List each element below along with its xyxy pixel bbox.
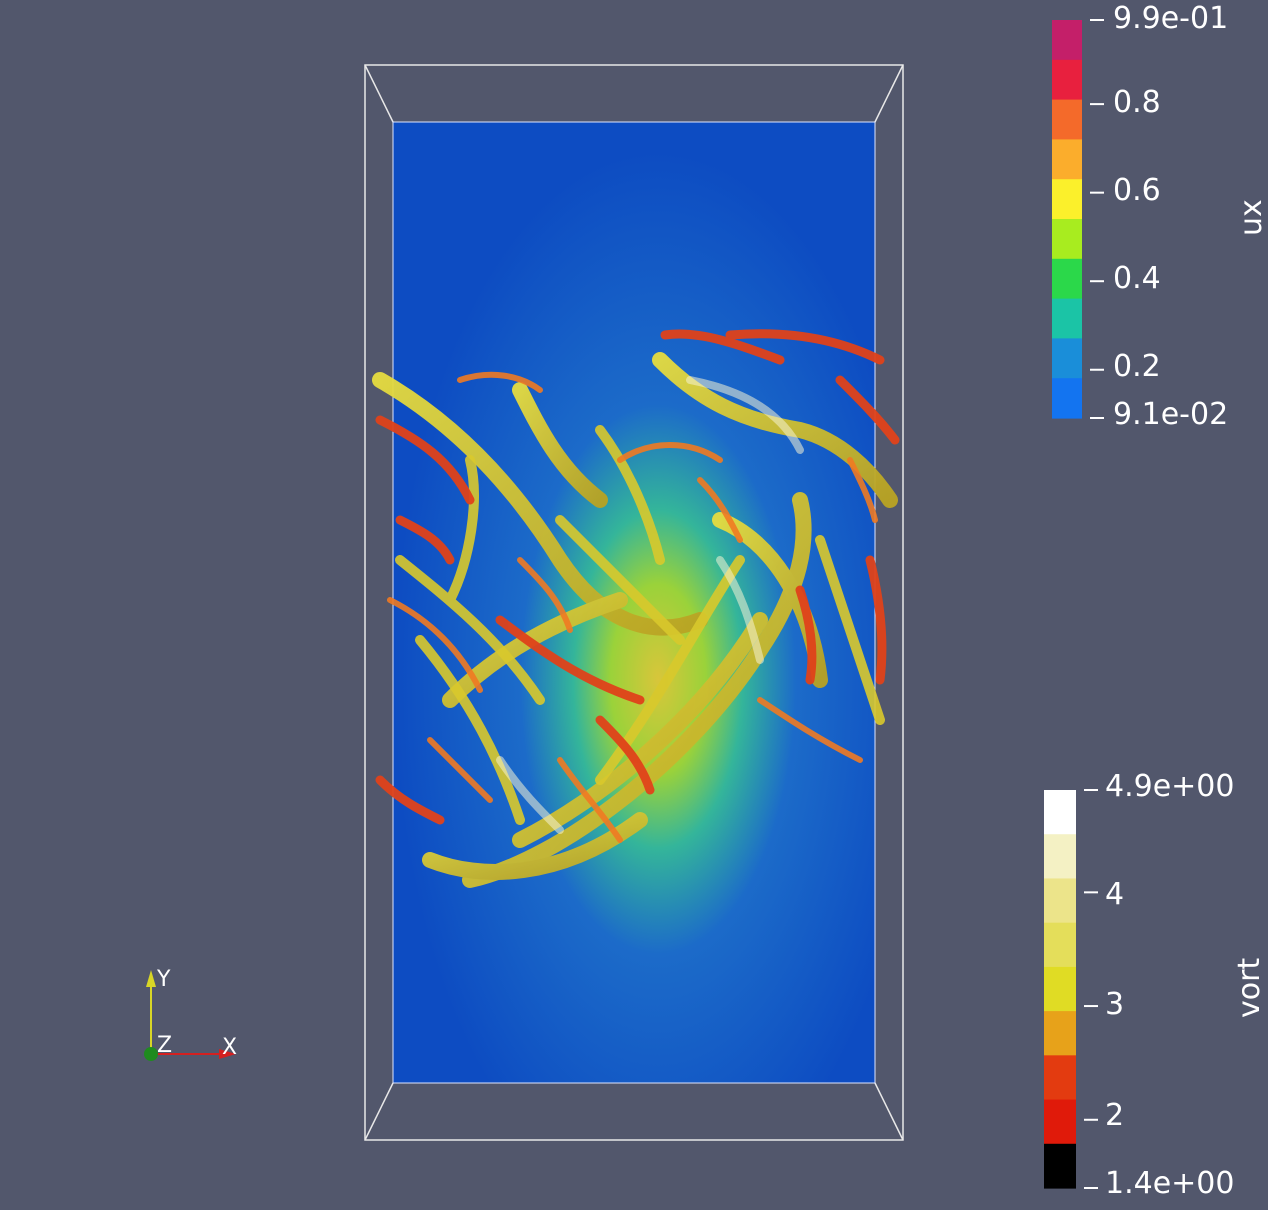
color-bar-segment xyxy=(1044,1099,1076,1145)
vort-label-2: 2 xyxy=(1105,1098,1125,1133)
z-axis-label: Z xyxy=(157,1033,173,1058)
color-bar-segment xyxy=(1052,258,1082,300)
color-bar-segment xyxy=(1052,338,1082,379)
orientation-axes xyxy=(144,970,236,1061)
color-bar-segment xyxy=(1052,139,1082,180)
ux-label-min: 9.1e-02 xyxy=(1113,397,1229,432)
color-bar-segment xyxy=(1052,99,1082,140)
vort-color-bar xyxy=(1044,790,1076,1189)
color-bar-segment xyxy=(1052,20,1082,61)
color-bar-segment xyxy=(1044,878,1076,924)
z-axis-dot-icon xyxy=(144,1047,158,1061)
ux-label-0-2: 0.2 xyxy=(1113,349,1161,384)
x-axis-label: X xyxy=(222,1035,238,1060)
ux-bar-ticks xyxy=(1090,19,1104,419)
vort-label-min: 1.4e+00 xyxy=(1105,1166,1235,1201)
color-bar-segment xyxy=(1044,922,1076,968)
vort-label-3: 3 xyxy=(1105,987,1125,1022)
bounding-box xyxy=(364,64,904,1141)
vort-bar-title: vort xyxy=(1232,957,1267,1018)
ux-label-max: 9.9e-01 xyxy=(1113,1,1229,36)
ux-label-0-4: 0.4 xyxy=(1113,261,1161,296)
color-bar-segment xyxy=(1044,1011,1076,1056)
vort-label-max: 4.9e+00 xyxy=(1105,769,1235,804)
color-bar-segment xyxy=(1052,378,1082,419)
color-bar-segment xyxy=(1052,219,1082,260)
color-bar-segment xyxy=(1044,966,1076,1012)
y-axis-label: Y xyxy=(157,967,171,992)
ux-color-bar xyxy=(1052,20,1082,419)
vortex-isosurfaces xyxy=(372,329,900,888)
ux-bar-title: ux xyxy=(1234,199,1268,236)
ux-label-0-6: 0.6 xyxy=(1113,173,1161,208)
vort-label-4: 4 xyxy=(1105,877,1125,912)
y-axis-arrow-icon xyxy=(146,970,156,987)
color-bar-segment xyxy=(1052,179,1082,220)
color-bar-segment xyxy=(1044,1143,1076,1189)
vort-bar-ticks xyxy=(1084,789,1098,1189)
color-bar-segment xyxy=(1044,1055,1076,1101)
color-bar-segment xyxy=(1044,834,1076,880)
ux-label-0-8: 0.8 xyxy=(1113,85,1161,120)
color-bar-segment xyxy=(1052,59,1082,101)
x-axis-arrow-icon xyxy=(219,1049,236,1059)
color-bar-segment xyxy=(1052,298,1082,339)
color-bar-segment xyxy=(1044,790,1076,835)
